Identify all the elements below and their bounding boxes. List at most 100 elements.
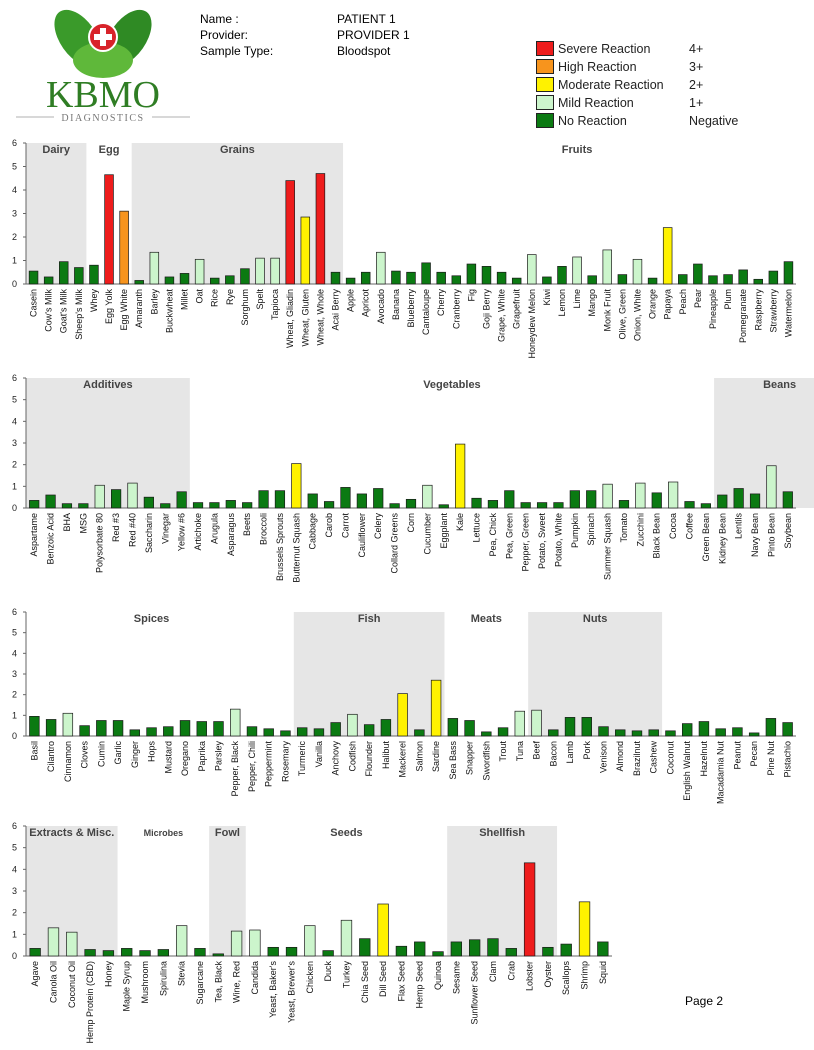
- bar-yellow-6: [176, 491, 187, 509]
- bar-sunflower-seed: [468, 939, 481, 957]
- bar-duck: [322, 950, 334, 957]
- bar-cherry: [436, 271, 446, 285]
- bar-crab: [505, 948, 517, 957]
- bar-cocoa: [668, 481, 679, 509]
- bar-broccoli: [258, 490, 269, 509]
- bar-lime: [572, 256, 582, 285]
- y-tick-label: 4: [12, 864, 17, 874]
- logo-sub: DIAGNOSTICS: [61, 113, 144, 124]
- x-tick-label: Yeast, Baker's: [268, 961, 278, 1018]
- bar-monk-fruit: [602, 249, 613, 285]
- bar-brazilnut: [631, 730, 643, 737]
- bar-lentils: [733, 488, 744, 509]
- bar-sorghum: [240, 268, 250, 285]
- bar-papaya: [662, 227, 673, 285]
- bar-goat-s-milk: [59, 261, 69, 285]
- bar-flounder: [363, 724, 375, 737]
- logo-leaves-icon: [54, 9, 152, 78]
- legend-grade-severe: 4+: [689, 42, 704, 56]
- bar-eggplant: [438, 504, 449, 509]
- bar-egg-yolk: [104, 174, 114, 285]
- x-tick-label: Millet: [180, 289, 190, 311]
- x-tick-label: Hemp Protein (CBD): [85, 961, 95, 1044]
- bar-oyster: [542, 946, 554, 957]
- x-tick-label: Butternut Squash: [291, 513, 301, 583]
- bar-cauliflower: [356, 493, 367, 509]
- x-tick-label: Benzoic Acid: [46, 513, 56, 565]
- x-tick-label: Celery: [373, 513, 383, 540]
- x-tick-label: Olive, Green: [617, 289, 627, 340]
- x-tick-label: Pear: [693, 289, 703, 308]
- bar-apricot: [360, 271, 371, 285]
- x-tick-label: Sheep's Milk: [74, 289, 84, 340]
- bar-carob: [323, 501, 335, 509]
- x-tick-label: Pumpkin: [570, 513, 580, 548]
- provider-name: PROVIDER 1: [337, 28, 410, 42]
- bar-hops: [146, 727, 157, 737]
- y-tick-label: 2: [12, 232, 17, 242]
- bar-kale: [455, 443, 466, 509]
- x-tick-label: Egg White: [119, 289, 129, 331]
- bar-sheep-s-milk: [74, 267, 84, 285]
- bar-yeast-brewer-s: [285, 946, 298, 957]
- bar-candida: [249, 929, 261, 957]
- x-tick-label: Amaranth: [134, 289, 144, 328]
- bar-peanut: [732, 727, 743, 737]
- x-tick-label: Sorghum: [240, 289, 250, 326]
- x-tick-label: Tuna: [515, 741, 525, 761]
- x-tick-label: Spinach: [586, 513, 596, 546]
- x-tick-label: Agave: [30, 961, 40, 987]
- x-tick-label: Onion, White: [632, 289, 642, 341]
- x-tick-label: Carob: [324, 513, 334, 538]
- bar-fig: [466, 263, 477, 285]
- x-tick-label: Wheat, Gluten: [300, 289, 310, 347]
- x-tick-label: Pork: [582, 741, 592, 760]
- y-tick-label: 1: [12, 481, 17, 491]
- y-tick-label: 0: [12, 503, 17, 513]
- group-label-fowl: Fowl: [215, 827, 240, 839]
- y-tick-label: 3: [12, 886, 17, 896]
- x-tick-label: Green Bean: [701, 513, 711, 562]
- x-tick-label: Broccoli: [259, 513, 269, 545]
- group-band-dairy: [26, 143, 87, 284]
- bar-spelt: [255, 257, 265, 285]
- bar-clam: [487, 938, 499, 957]
- x-tick-label: Plum: [723, 289, 733, 310]
- sample-type-label: Sample Type:: [200, 44, 274, 58]
- x-tick-label: Ginger: [130, 741, 140, 768]
- bar-almond: [615, 729, 626, 737]
- x-tick-label: Coconut: [665, 741, 675, 775]
- food-chart-4: Extracts & Misc. Microbes Fowl Seeds Shellfi…: [12, 821, 612, 1044]
- bar-potato-white: [553, 502, 564, 509]
- x-tick-label: Papaya: [663, 289, 673, 320]
- bar-halibut: [380, 719, 392, 737]
- x-tick-label: Oat: [195, 289, 205, 304]
- x-tick-label: Black Bean: [652, 513, 662, 559]
- y-tick-label: 4: [12, 416, 17, 426]
- x-tick-label: Duck: [323, 961, 333, 982]
- x-tick-label: Dill Seed: [378, 961, 388, 997]
- bar-asparagus: [225, 500, 236, 509]
- x-tick-label: Crab: [506, 961, 516, 981]
- x-tick-label: Strawberry: [768, 289, 778, 333]
- bar-brussels-sprouts: [274, 490, 286, 509]
- x-tick-label: Shrimp: [580, 961, 590, 990]
- y-tick-label: 6: [12, 138, 17, 148]
- x-tick-label: Kidney Bean: [717, 513, 727, 564]
- bar-cloves: [79, 725, 90, 737]
- x-tick-label: Spelt: [255, 289, 265, 310]
- x-tick-label: Paprika: [197, 741, 207, 772]
- group-label-nuts: Nuts: [583, 613, 607, 625]
- bar-pea-chick: [487, 500, 499, 509]
- x-tick-label: Whey: [89, 289, 99, 313]
- bar-avocado: [376, 251, 386, 285]
- x-tick-label: Clam: [488, 961, 498, 982]
- bar-vinegar: [160, 503, 171, 509]
- group-label-meats: Meats: [471, 613, 502, 625]
- x-tick-label: Mustard: [163, 741, 173, 774]
- bar-green-bean: [700, 503, 711, 509]
- x-tick-label: Honeydew Melon: [527, 289, 537, 359]
- x-tick-label: Sea Bass: [448, 741, 458, 780]
- x-tick-label: Cilantro: [46, 741, 56, 772]
- x-tick-label: Cumin: [96, 741, 106, 767]
